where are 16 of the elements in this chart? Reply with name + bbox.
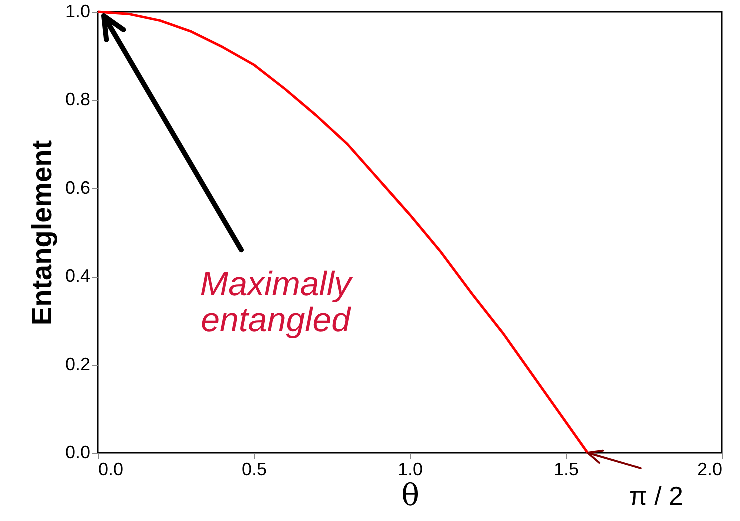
y-tick-label: 0.0: [65, 442, 90, 462]
y-tick-label: 1.0: [65, 2, 90, 22]
x-tick-label: 1.5: [554, 460, 580, 480]
annotation: π / 2: [629, 481, 684, 512]
x-tick-label: 0.5: [242, 460, 268, 480]
y-tick-label: 0.4: [65, 266, 90, 286]
line-series: [96, 10, 590, 454]
x-tick-label: 2.0: [697, 460, 722, 480]
y-tick-label: 0.6: [65, 178, 90, 198]
y-axis-title: Entanglement: [26, 140, 58, 326]
x-tick-label: 0.0: [98, 460, 124, 480]
x-axis-title: θ: [401, 478, 420, 514]
y-tick-label: 0.2: [65, 354, 90, 374]
x-tick-label: 1.0: [398, 460, 424, 480]
annotation: Maximally entangled: [200, 265, 354, 340]
y-tick-label: 0.8: [65, 90, 90, 110]
